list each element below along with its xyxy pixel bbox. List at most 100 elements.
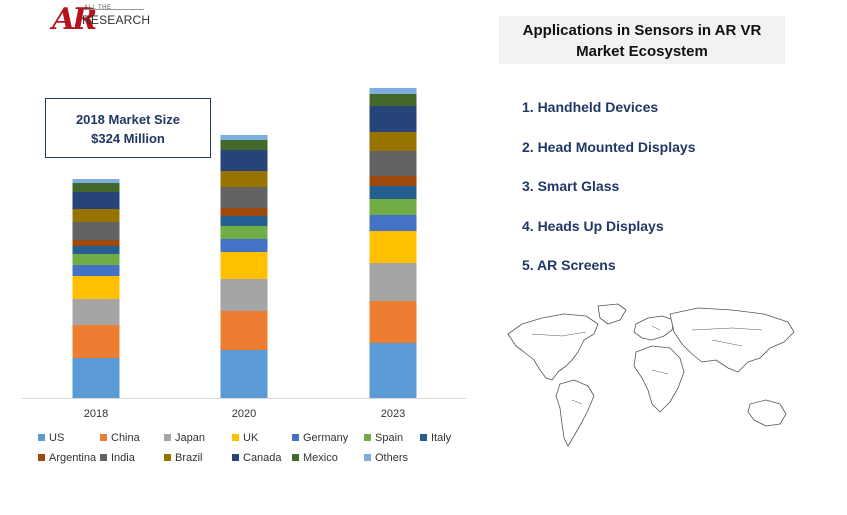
logo-mark: AR: [52, 2, 97, 37]
bar-segment: [369, 94, 417, 106]
legend-label: Others: [375, 452, 409, 464]
legend-item: Argentina: [38, 452, 96, 464]
legend-label: US: [49, 432, 65, 444]
legend-item: Spain: [364, 432, 403, 444]
application-item: 4. Heads Up Displays: [522, 217, 664, 234]
bar-segment: [72, 192, 120, 209]
bar-segment: [72, 276, 120, 299]
bar-segment: [220, 150, 268, 171]
bar-segment: [220, 311, 268, 350]
application-item: 2. Head Mounted Displays: [522, 138, 696, 155]
australia-shape: [747, 399, 787, 427]
x-tick-label: 2018: [84, 408, 108, 420]
legend-item: Italy: [420, 432, 451, 444]
legend-swatch: [164, 454, 171, 461]
greenland-shape: [597, 303, 627, 325]
bar-segment: [369, 132, 417, 151]
north-america-shape: [507, 313, 599, 381]
bar-segment: [220, 350, 268, 398]
bar-segment: [72, 299, 120, 325]
south-america-shape: [555, 379, 595, 447]
applications-list: 1. Handheld Devices 2. Head Mounted Disp…: [522, 99, 695, 297]
application-item: 1. Handheld Devices: [522, 99, 659, 115]
bar-segment: [72, 240, 120, 246]
logo: AR ALL THE RESEARCH: [48, 2, 158, 38]
legend-swatch: [38, 454, 45, 461]
market-size-callout: 2018 Market Size $324 Million: [45, 98, 211, 158]
bar-segment: [369, 263, 417, 301]
bar-segment: [72, 325, 120, 358]
legend-label: Mexico: [303, 452, 338, 464]
legend-swatch: [100, 454, 107, 461]
legend-item: Brazil: [164, 452, 203, 464]
legend-swatch: [364, 434, 371, 441]
legend-label: Japan: [175, 432, 205, 444]
bar-segment: [72, 254, 120, 265]
bar-segment: [72, 183, 120, 192]
bar-segment: [220, 187, 268, 208]
legend-swatch: [420, 434, 427, 441]
bar-segment: [220, 208, 268, 216]
section-title-line1: Applications in Sensors in AR VR: [522, 22, 762, 39]
bar-segment: [72, 179, 120, 183]
legend-item: UK: [232, 432, 258, 444]
legend-item: Canada: [232, 452, 282, 464]
bar-segment: [72, 265, 120, 276]
bar-segment: [369, 231, 417, 263]
bar-segment: [369, 106, 417, 132]
legend-label: Brazil: [175, 452, 203, 464]
bar-segment: [220, 135, 268, 140]
legend-item: India: [100, 452, 135, 464]
legend-label: China: [111, 432, 140, 444]
legend-swatch: [232, 434, 239, 441]
x-tick-label: 2020: [232, 408, 256, 420]
bar-segment: [220, 226, 268, 239]
section-title: Applications in Sensors in AR VR Market …: [499, 16, 785, 64]
x-tick-label: 2023: [381, 408, 405, 420]
bar-segment: [369, 215, 417, 231]
bar-segment: [72, 222, 120, 240]
legend-label: Italy: [431, 432, 452, 444]
bar-segment: [369, 301, 417, 343]
bar-segment: [220, 252, 268, 279]
legend-label: India: [111, 452, 135, 464]
legend-swatch: [164, 434, 171, 441]
world-map-image: [507, 303, 795, 447]
legend-label: Spain: [375, 432, 404, 444]
section-title-line2: Market Ecosystem: [576, 43, 708, 60]
logo-top-text: ALL THE: [84, 5, 112, 11]
logo-bottom-text: RESEARCH: [82, 13, 151, 27]
legend-label: Germany: [303, 432, 349, 444]
asia-shape: [669, 307, 795, 373]
legend-swatch: [292, 454, 299, 461]
legend-item: Germany: [292, 432, 348, 444]
callout-line1: 2018 Market Size: [75, 112, 181, 127]
legend-item: Others: [364, 452, 408, 464]
callout-line2: $324 Million: [91, 131, 165, 146]
bar-segment: [72, 209, 120, 222]
stacked-bar-chart: 2018 2020 2023: [22, 88, 466, 420]
bar-segment: [369, 176, 417, 186]
application-item: 5. AR Screens: [522, 257, 616, 273]
logo-divider: [84, 9, 144, 10]
legend-label: Canada: [243, 452, 282, 464]
legend-label: Argentina: [49, 452, 97, 464]
bar-segment: [72, 246, 120, 254]
bar-segment: [220, 239, 268, 252]
bar-segment: [369, 199, 417, 215]
legend-swatch: [100, 434, 107, 441]
legend-item: Mexico: [292, 452, 338, 464]
bar-segment: [72, 358, 120, 398]
bar-segment: [369, 343, 417, 398]
legend-swatch: [232, 454, 239, 461]
legend-item: China: [100, 432, 140, 444]
bar-segment: [369, 186, 417, 199]
legend-item: US: [38, 432, 64, 444]
legend-label: UK: [243, 432, 259, 444]
bar-segment: [220, 171, 268, 187]
bar-segment: [220, 140, 268, 150]
africa-shape: [633, 345, 685, 413]
legend-item: Japan: [164, 432, 205, 444]
bar-segment: [369, 88, 417, 94]
legend-swatch: [364, 454, 371, 461]
